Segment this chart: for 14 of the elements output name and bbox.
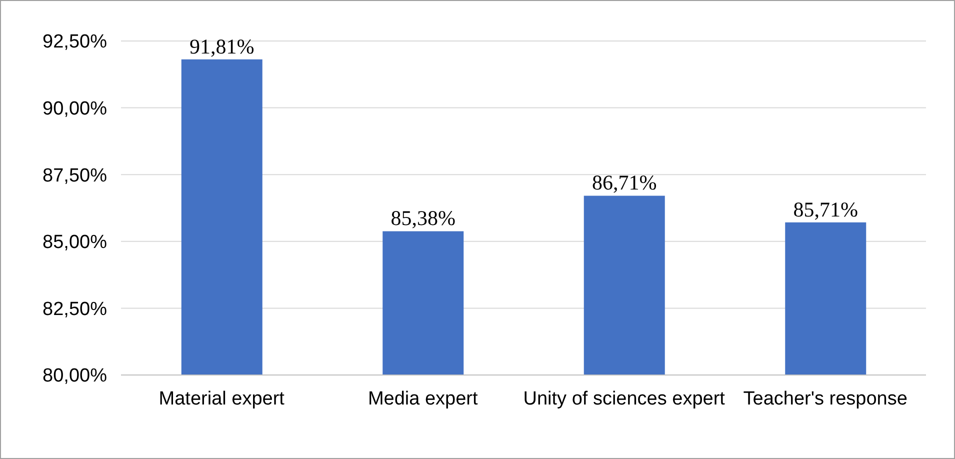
y-tick-label: 82,50% bbox=[42, 298, 108, 320]
x-tick-label: Media expert bbox=[368, 388, 479, 410]
x-tick-label: Unity of sciences expert bbox=[523, 388, 726, 410]
data-label: 91,81% bbox=[190, 34, 254, 58]
y-tick-label: 80,00% bbox=[42, 366, 108, 387]
x-tick-label: Teacher's response bbox=[743, 388, 908, 410]
x-tick-label: Material expert bbox=[158, 388, 286, 410]
y-tick-label: 92,50% bbox=[42, 32, 108, 53]
y-tick-label: 85,00% bbox=[42, 232, 108, 254]
data-label: 85,71% bbox=[793, 197, 858, 222]
data-label: 86,71% bbox=[592, 170, 657, 195]
y-tick-label: 90,00% bbox=[42, 98, 108, 120]
data-label: 85,38% bbox=[390, 206, 456, 230]
y-tick-label: 87,50% bbox=[42, 165, 108, 186]
